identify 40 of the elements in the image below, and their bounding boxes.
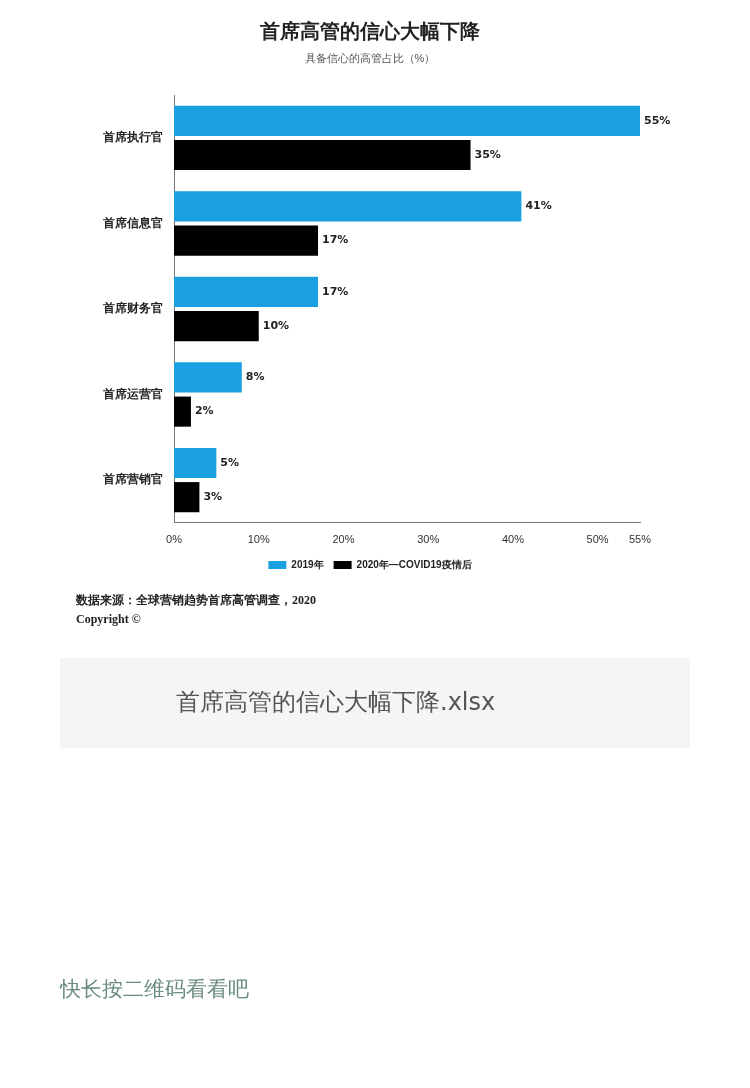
data-label: 55% [644, 113, 671, 127]
data-label: 5% [220, 455, 240, 469]
source-note: 数据来源：全球营销趋势首席高管调查，2020 [76, 592, 316, 609]
y-tick-label: 首席营销官 [102, 472, 163, 487]
bar [174, 140, 471, 171]
bar [174, 191, 522, 222]
y-tick-label: 首席运营官 [102, 386, 163, 401]
bar [174, 276, 319, 307]
y-tick-label: 首席执行官 [102, 130, 163, 145]
x-tick-label: 40% [501, 533, 525, 546]
data-label: 2% [194, 404, 214, 418]
data-label: 41% [525, 199, 552, 213]
legend-label: 2019年 [291, 558, 324, 570]
x-tick-label: 30% [417, 533, 440, 546]
x-tick-label: 0% [166, 533, 183, 546]
x-tick-label: 55% [628, 533, 652, 546]
text: Copyright © [76, 612, 141, 627]
bar [174, 447, 217, 478]
bar [174, 105, 640, 136]
bar [174, 396, 191, 427]
x-tick-label: 50% [586, 533, 609, 546]
x-tick-label: 20% [332, 533, 355, 546]
data-label: 10% [262, 318, 290, 332]
data-label: 17% [322, 284, 349, 298]
data-label: 8% [245, 370, 265, 384]
chart-title: 首席高管的信心大幅下降 [259, 19, 481, 42]
bar [174, 362, 242, 393]
bar [174, 225, 319, 256]
legend-label: 2020年—COVID19疫情后 [356, 558, 472, 570]
data-label: 35% [474, 147, 501, 161]
bar [174, 311, 259, 342]
text: 首席高管的信心大幅下降.xlsx [176, 687, 496, 718]
data-label: 17% [322, 233, 349, 247]
x-tick-label: 10% [247, 533, 270, 546]
y-tick-label: 首席财务官 [102, 301, 163, 316]
y-tick-label: 首席信息官 [102, 215, 163, 230]
chart-subtitle: 具备信心的高管占比（%） [304, 51, 436, 64]
data-label: 3% [203, 490, 223, 503]
text: 快长按二维码看看吧 [60, 976, 249, 1003]
bar [174, 482, 200, 513]
